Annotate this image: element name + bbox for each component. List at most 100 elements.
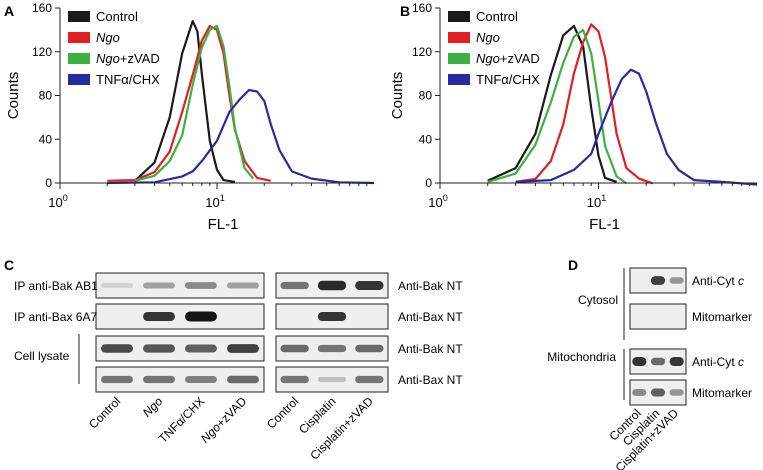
blot-band <box>280 375 309 384</box>
legend-b: Control Ngo Ngo+zVAD TNFα/CHX <box>448 9 540 87</box>
blot-band <box>227 375 259 384</box>
legend-entry-part: +zVAD <box>120 51 160 66</box>
x-tick-exponent: 0 <box>63 193 68 203</box>
legend-entry-part: Ngo <box>96 51 120 66</box>
group-label-cytosol: Cytosol <box>578 293 618 307</box>
blot-c-lane-label: Ngo <box>140 394 166 420</box>
blot-band <box>185 311 217 322</box>
x-tick-label: 100 <box>48 193 67 210</box>
x-axis-label-a: FL-1 <box>208 216 239 233</box>
legend-entry-part: TNFα/CHX <box>476 72 540 87</box>
blot-band <box>317 280 347 291</box>
blot-band <box>143 311 175 322</box>
blot-d-row-label: Mitomarker <box>692 310 752 324</box>
blot-c-right-row-label: Anti-Bax NT <box>398 310 463 324</box>
x-tick-base: 10 <box>428 195 442 210</box>
blot-d-row-label-part: Mitomarker <box>692 310 752 324</box>
blot-d-row-frame <box>629 303 687 330</box>
legend-swatch <box>448 32 470 43</box>
series-line <box>134 24 255 182</box>
blot-band <box>101 283 133 288</box>
series-line <box>515 68 758 186</box>
legend-entry: Ngo+zVAD <box>96 51 160 66</box>
panel-letter-d: D <box>568 257 578 273</box>
blot-band <box>227 344 259 353</box>
series-traces-b <box>487 23 758 186</box>
legend-entry-part: Ngo <box>96 30 120 45</box>
legend-entry-part: Control <box>96 9 138 24</box>
series-line <box>107 88 375 185</box>
blot-band <box>669 277 684 284</box>
series-line <box>515 23 654 185</box>
blot-d-row-label: Anti-Cyt c <box>692 355 744 369</box>
blot-c-lane-label: Ngo+zVAD <box>198 394 250 446</box>
blot-c-right-row-label: Anti-Bak NT <box>398 279 463 293</box>
group-label-mitochondria: Mitochondria <box>547 350 616 364</box>
blot-c-right: Anti-Bak NT Anti-Bax NT Anti-Bak NT Anti-Ba… <box>275 272 463 393</box>
x-tick-base: 10 <box>587 195 601 210</box>
blot-band <box>650 357 666 366</box>
blot-c-right-row-label: Anti-Bax NT <box>398 373 463 387</box>
blot-c-left-row-frame <box>95 303 265 330</box>
blot-band <box>143 282 175 289</box>
blot-band <box>355 375 384 384</box>
legend-entry-part: Control <box>476 9 518 24</box>
legend-entry: TNFα/CHX <box>96 72 160 87</box>
blot-band <box>185 282 217 289</box>
x-tick-base: 10 <box>48 195 62 210</box>
blot-band <box>185 344 217 353</box>
y-tick-label: 40 <box>419 132 433 146</box>
western-blot-c: IP anti-Bak AB1 IP anti-Bax 6A7 Anti-Bak … <box>14 272 463 463</box>
x-tick-exponent: 1 <box>601 193 606 203</box>
legend-swatch <box>448 11 470 22</box>
blot-d-row-label: Mitomarker <box>692 386 752 400</box>
y-tick-label: 120 <box>412 45 432 59</box>
legend-entry-part: +zVAD <box>500 51 540 66</box>
blot-band <box>650 276 666 285</box>
legend-entry: Ngo <box>476 30 500 45</box>
y-tick-label: 160 <box>412 1 432 15</box>
legend-swatch <box>448 74 470 85</box>
blot-band <box>355 344 384 353</box>
y-tick-label: 160 <box>32 1 52 15</box>
x-tick-label: 101 <box>205 193 224 210</box>
blot-band <box>317 344 347 353</box>
y-tick-label: 0 <box>45 176 52 190</box>
series-traces-a <box>107 20 375 185</box>
blot-band <box>280 344 309 353</box>
blot-c-left: IP anti-Bak AB1 IP anti-Bax 6A7 <box>14 272 265 393</box>
panel-letter-a: A <box>4 3 14 19</box>
y-tick-label: 40 <box>39 132 53 146</box>
blot-c-row-label: IP anti-Bax 6A7 <box>14 310 97 324</box>
x-tick-base: 10 <box>205 195 219 210</box>
blot-band <box>317 311 347 322</box>
y-axis-label-b: Counts <box>389 72 406 120</box>
panel-letter-b: B <box>400 3 410 19</box>
y-tick-label: 80 <box>419 89 433 103</box>
legend-entry-part: Ngo <box>476 51 500 66</box>
blot-band <box>143 375 175 384</box>
blot-band <box>632 356 647 367</box>
blot-band <box>185 376 217 383</box>
legend-swatch <box>68 11 90 22</box>
series-line <box>134 20 236 183</box>
cell-lysate-label: Cell lysate <box>14 349 70 363</box>
legend-entry: TNFα/CHX <box>476 72 540 87</box>
blot-band <box>355 280 384 291</box>
blot-d-row-label-part: Mitomarker <box>692 386 752 400</box>
lane-label-part: Control <box>86 394 123 431</box>
lane-label-part: Ngo <box>140 394 166 420</box>
x-tick-label: 101 <box>587 193 606 210</box>
blot-d-rows: Anti-Cyt c Mitomarker Anti-Cyt c Mitomarker <box>629 267 752 406</box>
blot-band <box>101 344 133 353</box>
western-blot-d: Anti-Cyt c Mitomarker Anti-Cyt c Mitomarker… <box>547 267 752 470</box>
legend-swatch <box>68 74 90 85</box>
blot-c-right-row-label: Anti-Bak NT <box>398 342 463 356</box>
x-tick-exponent: 1 <box>220 193 225 203</box>
